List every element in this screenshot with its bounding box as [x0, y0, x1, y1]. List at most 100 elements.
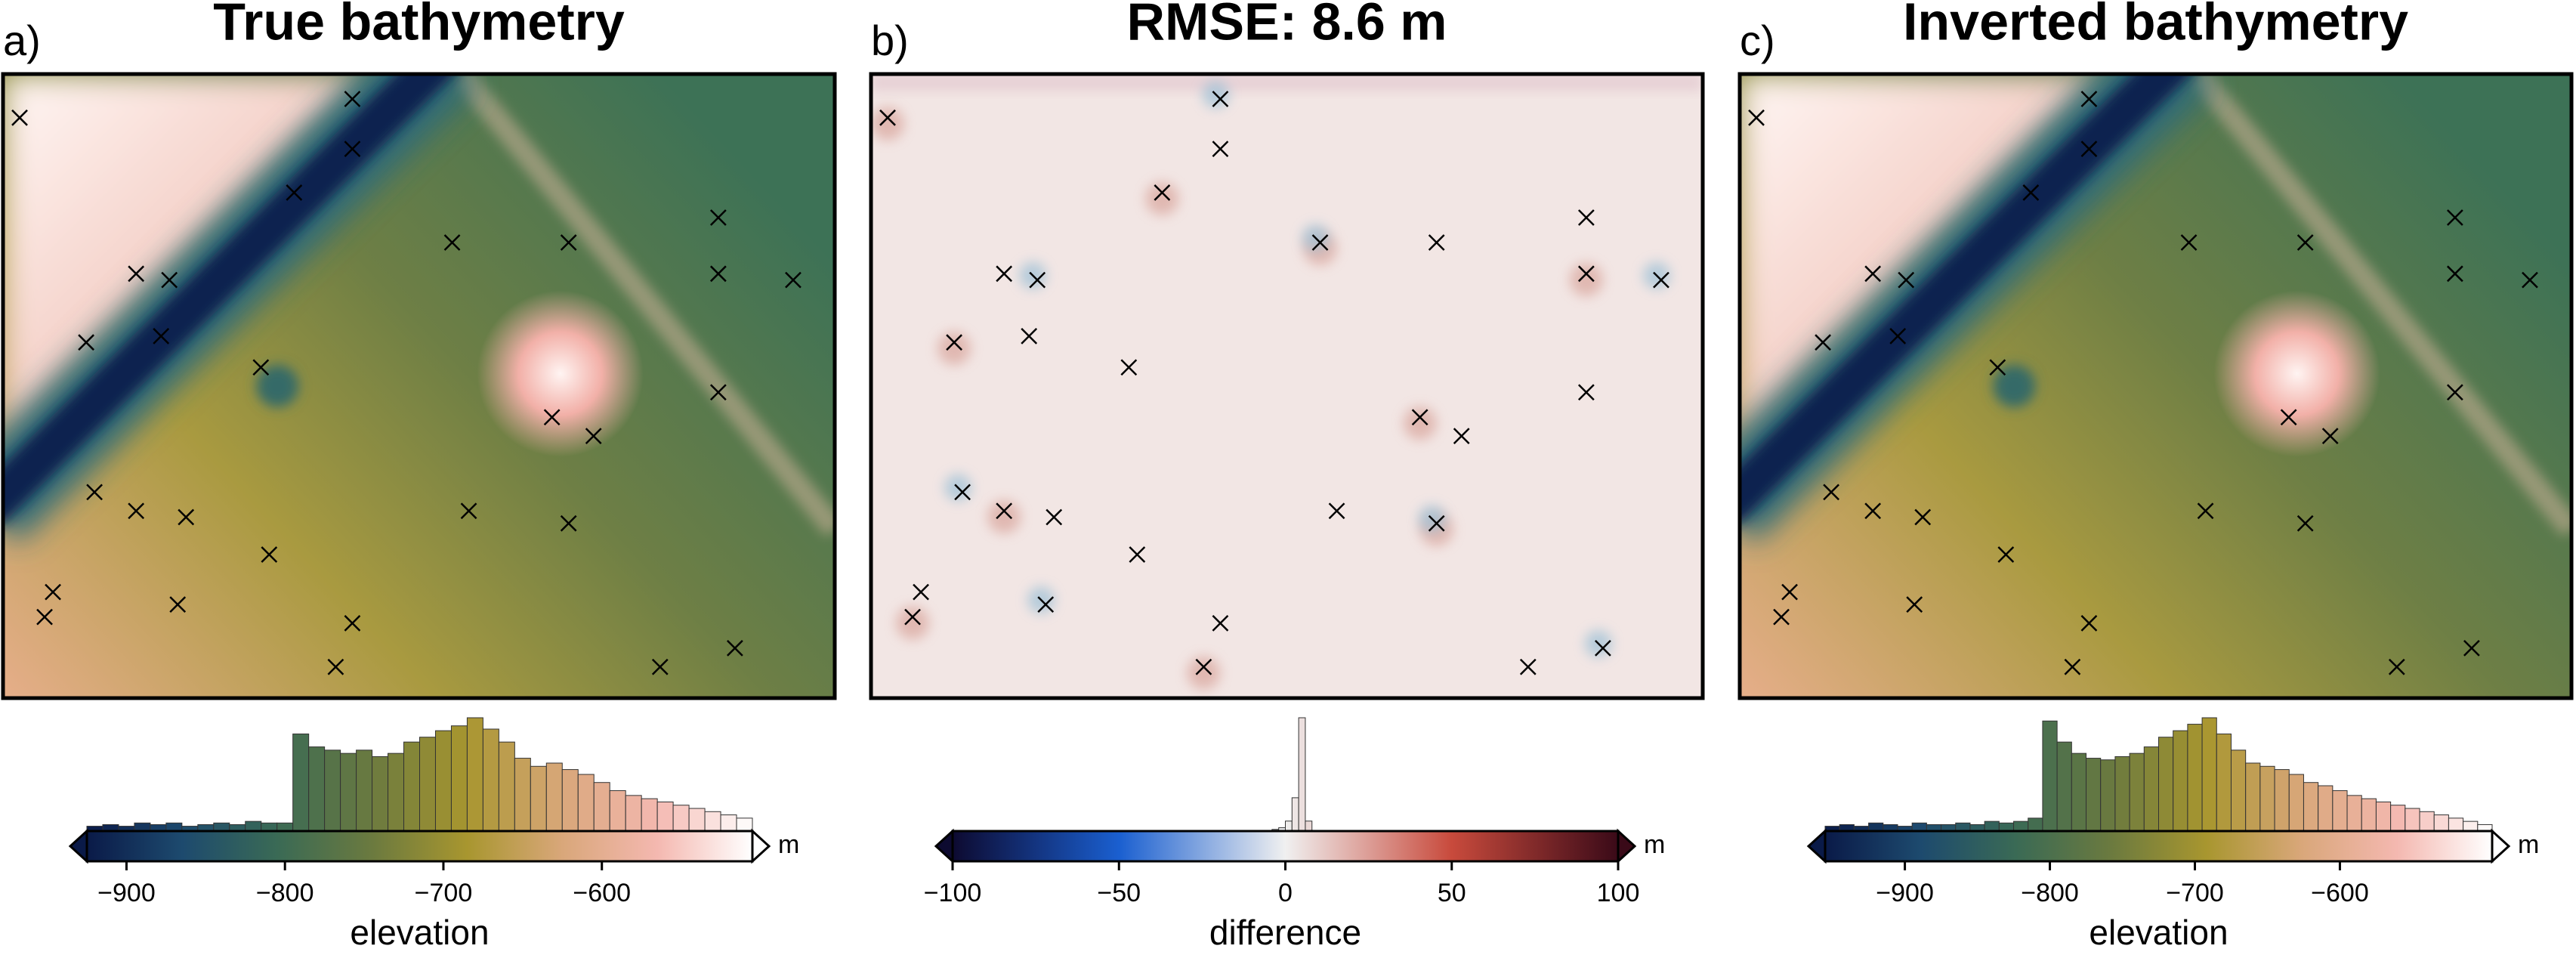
- histogram-bar: [1298, 717, 1306, 832]
- survey-point: [1328, 502, 1345, 520]
- survey-point: [460, 502, 477, 520]
- histogram-bar: [2303, 782, 2319, 832]
- histogram-bar: [340, 752, 357, 832]
- histogram-bar: [134, 822, 151, 832]
- histogram-bar: [577, 774, 595, 832]
- histogram-bar: [2448, 817, 2464, 832]
- survey-point: [1898, 271, 1915, 289]
- histogram-bar: [514, 758, 531, 832]
- histogram-bar: [2056, 741, 2072, 832]
- survey-point: [11, 109, 28, 126]
- survey-point: [2446, 209, 2463, 226]
- survey-point: [651, 658, 669, 675]
- survey-point: [913, 583, 929, 601]
- survey-point: [261, 546, 278, 563]
- survey-point: [2022, 184, 2040, 201]
- survey-point: [954, 484, 971, 501]
- histogram-bar: [2463, 820, 2479, 832]
- histogram-bar: [2405, 808, 2420, 832]
- colorbar-extend-high: [1617, 828, 1637, 864]
- histogram-bar: [419, 737, 436, 832]
- map-feature: [1187, 656, 1221, 690]
- histogram-bar: [308, 746, 326, 832]
- survey-point: [946, 334, 962, 351]
- survey-point: [904, 608, 921, 626]
- histogram-bar: [2129, 752, 2145, 832]
- histogram-bar: [2086, 758, 2102, 832]
- survey-point: [1519, 658, 1537, 675]
- survey-point: [1781, 583, 1798, 601]
- histogram-bar: [2216, 733, 2232, 832]
- survey-point: [36, 608, 53, 626]
- histogram-bar: [688, 808, 706, 832]
- survey-point: [78, 334, 94, 351]
- panel-label: c): [1740, 17, 1775, 64]
- panel-label: b): [871, 17, 909, 64]
- histogram-bar: [434, 730, 452, 832]
- survey-point: [344, 141, 361, 158]
- map-feature: [2188, 74, 2571, 537]
- map: [871, 74, 1703, 698]
- survey-point: [1046, 508, 1063, 526]
- survey-point: [543, 409, 561, 426]
- survey-point: [709, 209, 727, 226]
- colorbar-extend-low: [1806, 828, 1827, 864]
- map-feature: [896, 606, 930, 640]
- survey-point: [153, 328, 170, 345]
- survey-point: [2080, 91, 2098, 107]
- histogram-bar: [2318, 785, 2334, 832]
- histogram-bar: [1868, 822, 1884, 832]
- survey-point: [2446, 384, 2463, 401]
- panel: c) Inverted bathymetry m −900 −800 −700 −600 el…: [1737, 0, 2574, 952]
- histogram-bar: [245, 820, 262, 832]
- survey-point: [1411, 409, 1429, 426]
- survey-point: [2280, 409, 2297, 426]
- colorbar: [951, 830, 1620, 863]
- histogram-bar: [388, 752, 405, 832]
- survey-point: [1906, 596, 1923, 613]
- histogram-bar: [2158, 737, 2174, 832]
- histogram-bar: [656, 801, 674, 832]
- colorbar-unit: m: [2518, 830, 2539, 859]
- survey-point: [1577, 265, 1595, 283]
- survey-point: [45, 583, 61, 601]
- histogram-bar: [2071, 752, 2087, 832]
- panel-title: RMSE: 8.6 m: [1127, 0, 1447, 51]
- map-feature: [451, 74, 835, 537]
- survey-point: [2446, 265, 2463, 283]
- tick-label: −600: [2311, 879, 2369, 907]
- survey-point: [2463, 640, 2480, 657]
- survey-point: [2296, 234, 2314, 251]
- survey-point: [785, 271, 802, 289]
- map-frame: [1737, 72, 2574, 700]
- panel: b) RMSE: 8.6 m m −100 −50 0 50 100 difference: [869, 0, 1705, 952]
- histogram-bar: [720, 814, 737, 832]
- histogram-bar: [2173, 730, 2188, 832]
- histogram-bar: [2259, 765, 2275, 832]
- histogram-bar: [372, 756, 389, 832]
- histogram-bar: [2390, 805, 2406, 832]
- histogram-bar: [2419, 811, 2435, 832]
- map-feature: [1145, 181, 1179, 215]
- survey-point: [344, 91, 361, 107]
- histogram-bar: [2332, 790, 2348, 832]
- survey-point: [1864, 265, 1882, 283]
- survey-point: [178, 508, 195, 526]
- map-feature: [1740, 74, 2191, 524]
- tick-label: −700: [2166, 879, 2224, 907]
- survey-point: [128, 265, 145, 283]
- survey-point: [344, 614, 361, 632]
- tick-label: −50: [1097, 879, 1141, 907]
- survey-point: [1577, 209, 1595, 226]
- survey-point: [1748, 109, 1765, 126]
- survey-point: [1453, 428, 1470, 444]
- tick-label: −800: [2021, 879, 2079, 907]
- colorbar-label: elevation: [2089, 913, 2228, 952]
- survey-point: [2388, 658, 2405, 675]
- survey-point: [1823, 484, 1839, 501]
- histogram-bar: [2100, 759, 2116, 832]
- tick-label: −900: [1876, 879, 1934, 907]
- colorbar-label: elevation: [350, 913, 489, 952]
- survey-point: [1989, 359, 2006, 376]
